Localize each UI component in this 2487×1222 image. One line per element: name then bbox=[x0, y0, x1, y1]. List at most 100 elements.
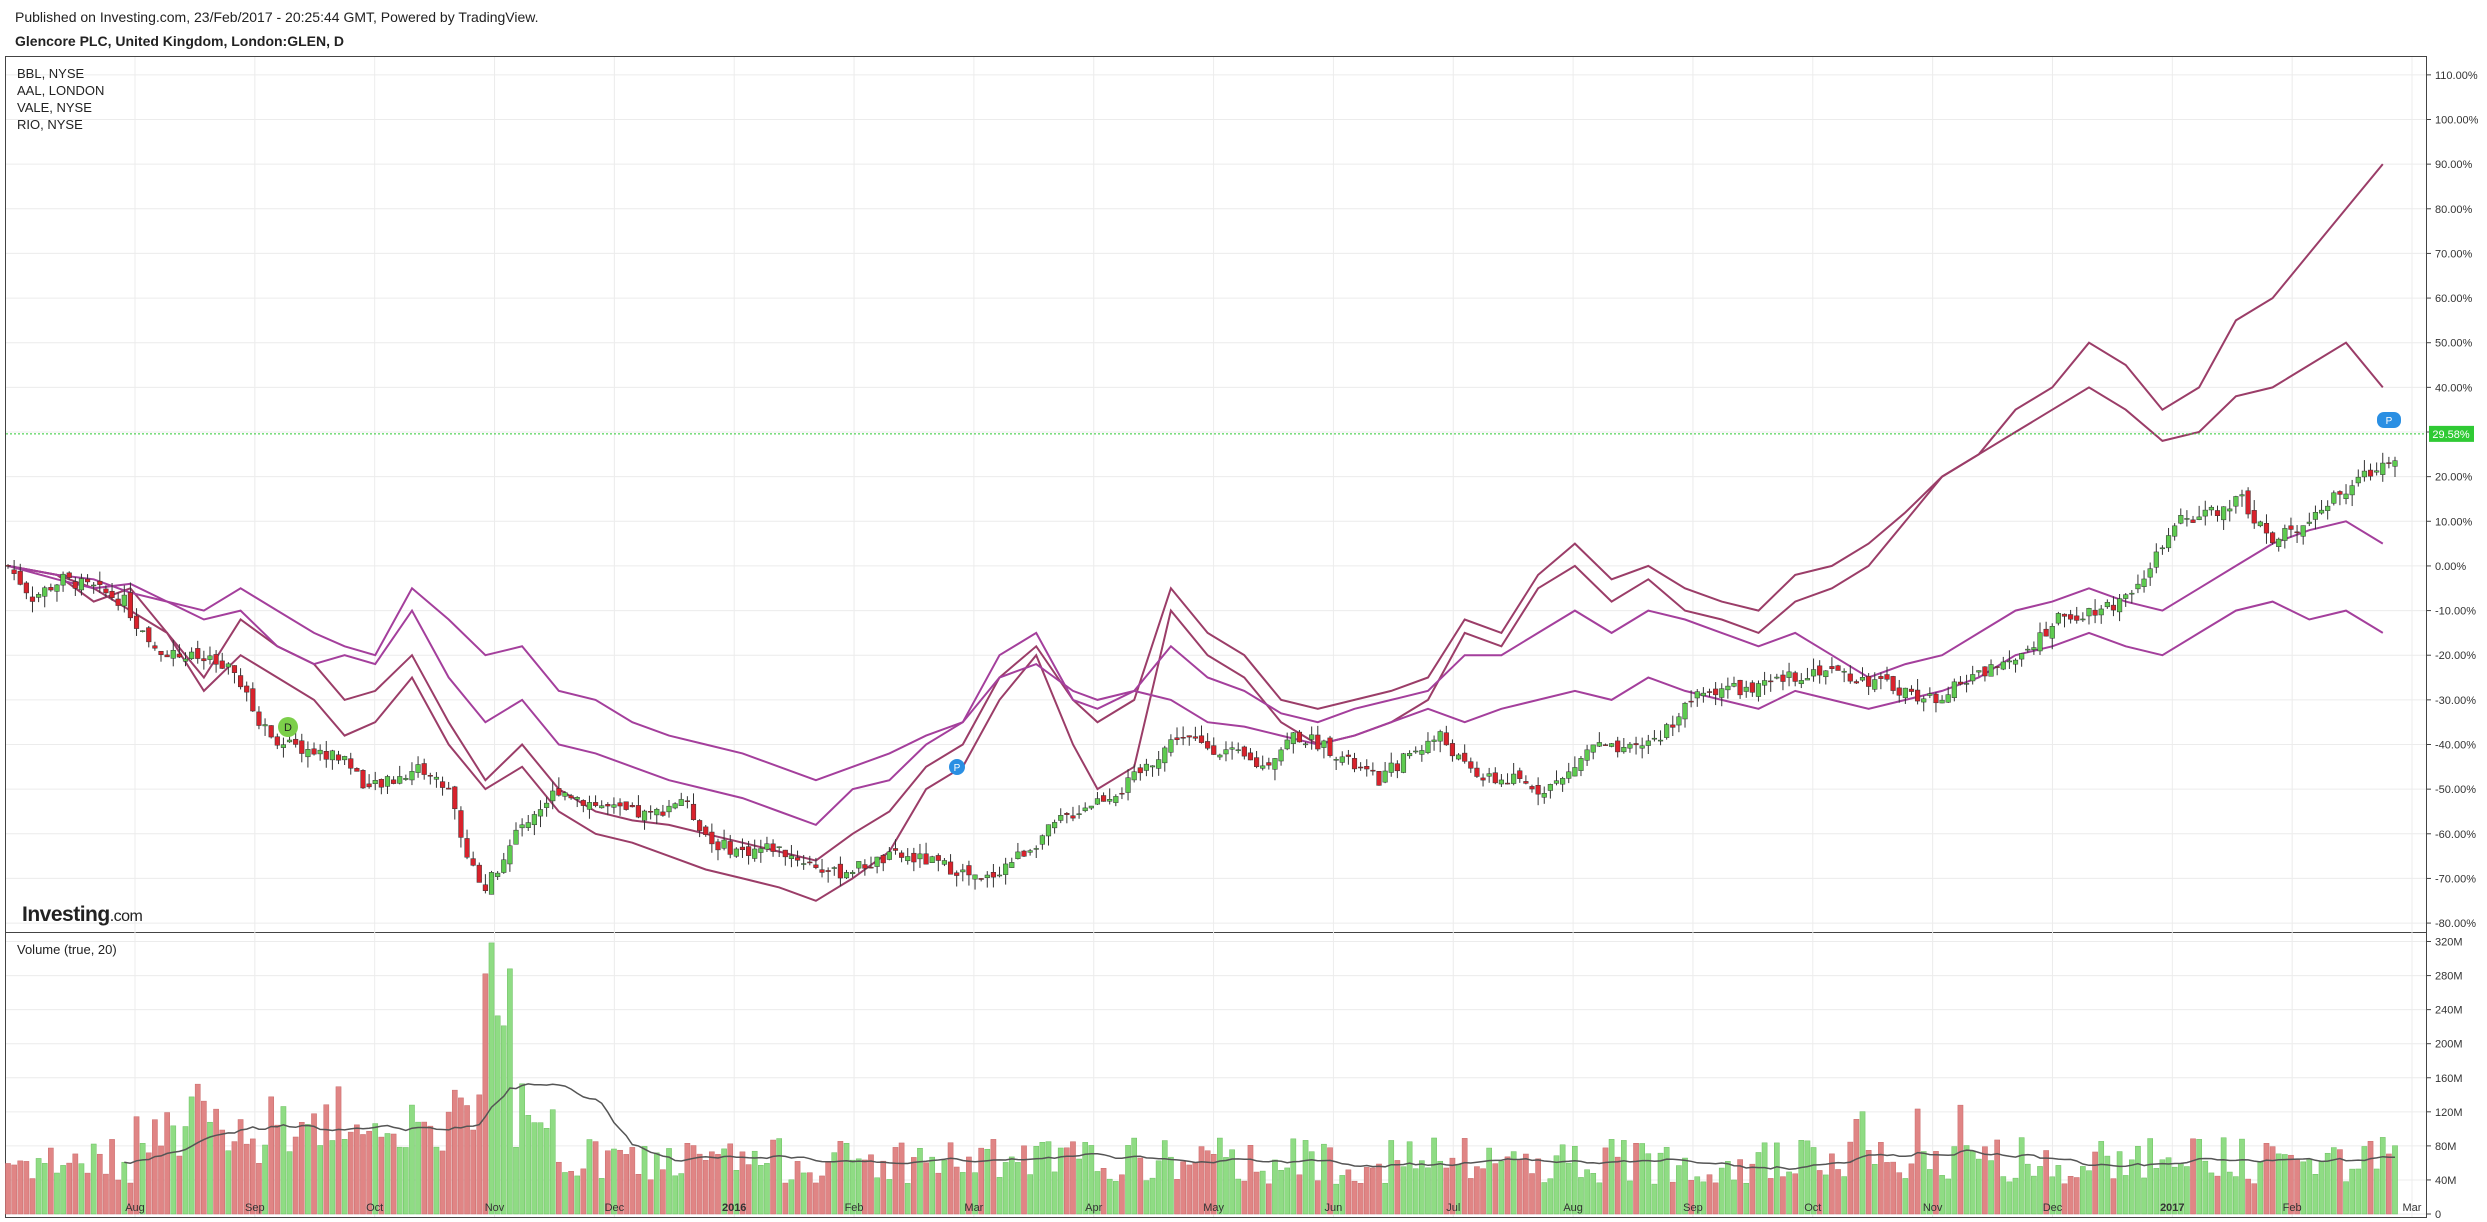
candle-body bbox=[537, 809, 544, 817]
candle-body bbox=[207, 655, 213, 660]
candle-body bbox=[519, 824, 525, 829]
volume-bar bbox=[1480, 1168, 1486, 1215]
candle-body bbox=[1480, 777, 1486, 781]
volume-bar bbox=[782, 1182, 789, 1215]
volume-bar bbox=[458, 1097, 464, 1215]
volume-bar bbox=[1590, 1173, 1597, 1215]
volume-bar bbox=[2214, 1175, 2221, 1215]
volume-bar bbox=[1553, 1155, 1560, 1215]
volume-bar bbox=[2092, 1151, 2098, 1215]
candle-body bbox=[433, 776, 440, 780]
candle-body bbox=[1407, 753, 1413, 757]
candle-body bbox=[256, 711, 262, 726]
legend-item-rio[interactable]: RIO, NYSE bbox=[17, 117, 83, 132]
candle-body bbox=[2172, 525, 2178, 537]
candle-body bbox=[1915, 689, 1921, 702]
candle-body bbox=[2184, 518, 2190, 520]
volume-bar bbox=[2269, 1146, 2276, 1215]
candle-body bbox=[837, 863, 843, 879]
volume-bar bbox=[2037, 1166, 2043, 1215]
candle-body bbox=[1957, 681, 1964, 685]
volume-bar bbox=[231, 1141, 238, 1215]
candle-body bbox=[635, 805, 641, 818]
volume-bar bbox=[1094, 1171, 1101, 1215]
candle-body bbox=[2349, 485, 2355, 496]
volume-bar bbox=[996, 1177, 1003, 1215]
candle-body bbox=[268, 725, 274, 738]
volume-bar bbox=[488, 942, 495, 1215]
event-marker-p[interactable]: P bbox=[949, 759, 965, 775]
volume-bar bbox=[2043, 1150, 2049, 1215]
series-line-vale bbox=[7, 520, 2384, 827]
price-tick-label: 20.00% bbox=[2435, 472, 2473, 484]
candle-body bbox=[1223, 749, 1229, 755]
volume-bar bbox=[2220, 1137, 2227, 1215]
volume-bar bbox=[586, 1139, 593, 1215]
volume-bar bbox=[1969, 1150, 1976, 1215]
volume-bar bbox=[158, 1145, 164, 1215]
candle-body bbox=[2025, 648, 2031, 651]
dividend-marker[interactable]: D bbox=[278, 717, 298, 737]
candle-body bbox=[1431, 739, 1437, 742]
candle-body bbox=[2239, 494, 2245, 497]
candle-body bbox=[2196, 516, 2202, 520]
candle-body bbox=[2294, 531, 2300, 534]
volume-bar bbox=[1149, 1177, 1156, 1215]
volume-bar bbox=[2190, 1138, 2196, 1215]
volume-bar bbox=[2343, 1181, 2349, 1215]
volume-bar bbox=[1461, 1138, 1468, 1215]
candle-body bbox=[323, 751, 329, 760]
volume-bar bbox=[2373, 1168, 2380, 1215]
candle-body bbox=[244, 685, 250, 693]
time-axis[interactable]: Aug Sep Oct Nov Dec 2016 Feb Mar Apr May Jun Jul Aug… bbox=[125, 1202, 2422, 1214]
candle-body bbox=[1529, 786, 1535, 790]
volume-bar bbox=[280, 1106, 287, 1215]
candle-body bbox=[1927, 693, 1933, 696]
candle-body bbox=[984, 874, 990, 878]
volume-bar bbox=[2318, 1161, 2325, 1215]
candle-body bbox=[819, 869, 825, 873]
price-axis[interactable]: 110.00% 100.00% 90.00% 80.00% 70.00% 60.00% 50… bbox=[2426, 70, 2479, 930]
time-tick-label: Nov bbox=[1923, 1202, 1943, 1214]
price-tick-label: 90.00% bbox=[2435, 159, 2473, 171]
time-tick-label: Aug bbox=[1563, 1202, 1583, 1214]
legend-item-bbl[interactable]: BBL, NYSE bbox=[17, 66, 85, 81]
volume-bar bbox=[1137, 1157, 1144, 1215]
volume-bar bbox=[2067, 1176, 2074, 1215]
volume-bar bbox=[1871, 1164, 1878, 1215]
volume-bar bbox=[604, 1150, 611, 1215]
volume-bar bbox=[525, 1115, 532, 1215]
legend-item-vale[interactable]: VALE, NYSE bbox=[17, 100, 92, 115]
candle-body bbox=[2135, 583, 2141, 590]
candle-body bbox=[427, 775, 433, 777]
volume-bar bbox=[574, 1175, 581, 1215]
volume-bar bbox=[892, 1147, 899, 1215]
volume-bar bbox=[335, 1086, 342, 1215]
volume-bar bbox=[1088, 1145, 1095, 1215]
candle-body bbox=[17, 570, 23, 585]
volume-bar bbox=[2110, 1178, 2117, 1215]
legend-item-aal[interactable]: AAL, LONDON bbox=[17, 83, 105, 98]
candle-body bbox=[133, 615, 140, 629]
volume-bar bbox=[2018, 1137, 2025, 1215]
candle-body bbox=[1364, 765, 1370, 770]
volume-tick-label: 200M bbox=[2435, 1039, 2463, 1051]
volume-bar bbox=[1382, 1182, 1388, 1215]
candle-body bbox=[2367, 469, 2374, 477]
volume-bar bbox=[1210, 1154, 1217, 1215]
volume-bar bbox=[1786, 1171, 1792, 1215]
candle-body bbox=[1333, 759, 1339, 761]
volume-bar bbox=[1927, 1169, 1933, 1215]
volume-bar bbox=[2135, 1145, 2141, 1215]
candle-body bbox=[1045, 824, 1052, 837]
volume-bar bbox=[54, 1172, 60, 1215]
time-tick-label: Jun bbox=[1325, 1202, 1343, 1214]
event-marker-p-latest[interactable]: P bbox=[2377, 412, 2401, 428]
volume-bar bbox=[1278, 1170, 1284, 1215]
volume-bar bbox=[1523, 1153, 1529, 1215]
candle-body bbox=[66, 572, 72, 578]
volume-bar bbox=[623, 1154, 629, 1215]
volume-bar bbox=[1682, 1157, 1688, 1215]
candle-body bbox=[366, 783, 372, 788]
